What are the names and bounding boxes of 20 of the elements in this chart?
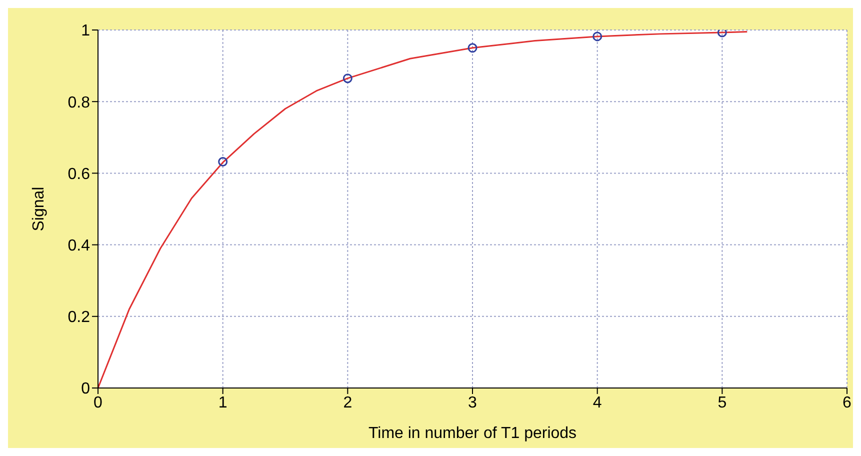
y-tick-label: 0.4 xyxy=(68,237,90,254)
y-axis-title: Signal xyxy=(30,186,48,232)
y-tick-label: 0.2 xyxy=(68,309,90,326)
x-axis-title: Time in number of T1 periods xyxy=(368,425,577,442)
x-tick-label: 3 xyxy=(468,394,478,412)
y-tick-label: 1 xyxy=(81,22,90,40)
point xyxy=(342,74,352,84)
x-tick-label: 2 xyxy=(343,394,352,412)
y-tick-label: 0.6 xyxy=(68,166,90,183)
x-tick-label: 4 xyxy=(592,394,602,412)
point xyxy=(468,43,478,53)
point xyxy=(717,30,727,38)
x-tick-label: 5 xyxy=(718,394,727,412)
point xyxy=(592,32,602,42)
point xyxy=(218,156,228,166)
x-tick-label: 1 xyxy=(218,394,228,412)
x-tick-label: 6 xyxy=(842,394,852,412)
y-tick-label: 0.8 xyxy=(68,94,90,112)
x-tick-label: 0 xyxy=(94,394,103,412)
y-tick-label: 0 xyxy=(81,380,90,398)
